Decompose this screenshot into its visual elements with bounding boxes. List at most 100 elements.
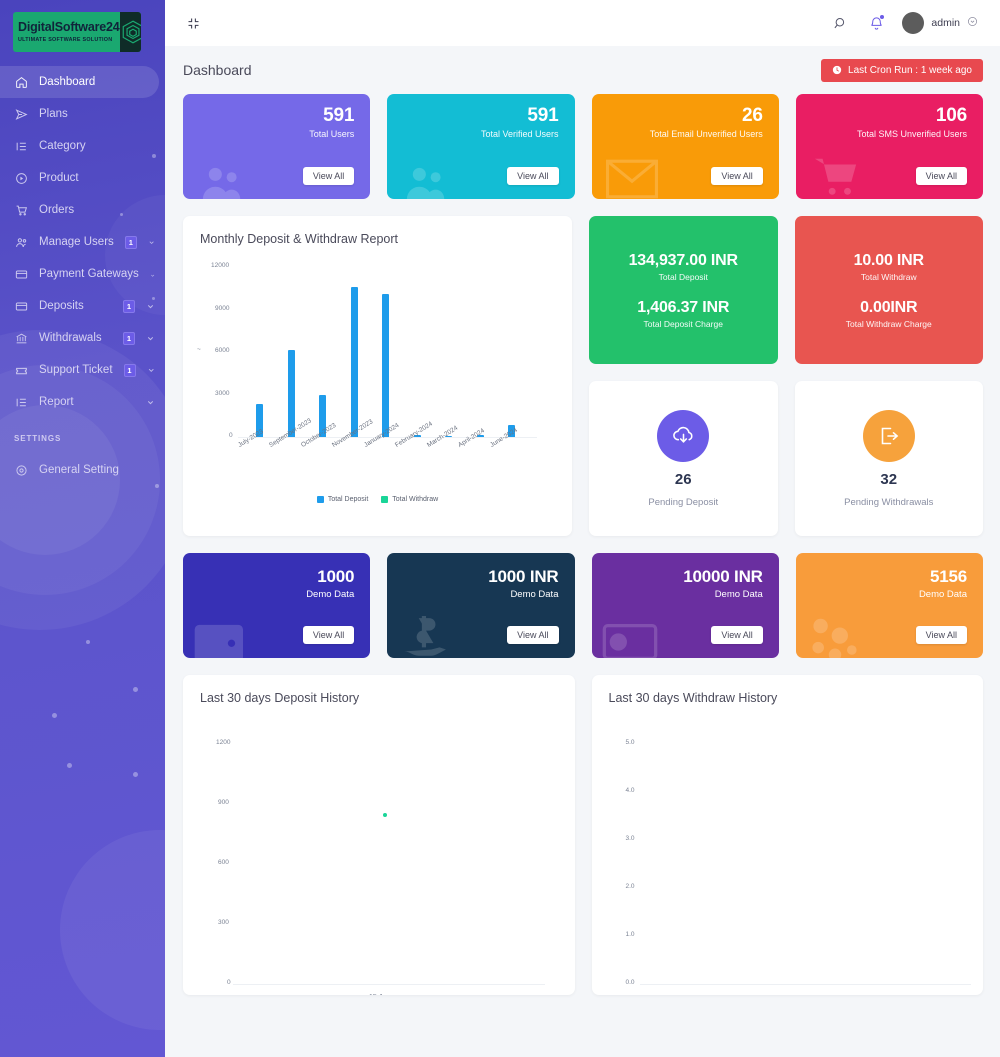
chevron-down-icon[interactable] <box>150 270 155 279</box>
view-all-button[interactable]: View All <box>915 626 967 644</box>
total-deposit-block: 134,937.00 INR Total Deposit <box>629 252 738 282</box>
sidebar-item-deposits[interactable]: Deposits 1 <box>0 290 165 322</box>
bar-february-2024[interactable] <box>414 434 421 437</box>
sidebar-item-label: Support Ticket <box>39 364 113 376</box>
sidebar-item-label: Manage Users <box>39 236 114 248</box>
bell-icon[interactable] <box>866 13 886 33</box>
chart-and-summary-row: Monthly Deposit & Withdraw Report 12000 … <box>183 216 983 536</box>
stat-card-sms-unverified[interactable]: 106 Total SMS Unverified Users View All <box>795 94 983 199</box>
y-tick-label: 0 <box>227 979 231 986</box>
chart-legend: Total Deposit Total Withdraw <box>183 496 572 503</box>
stat-card-total-users[interactable]: 591 Total Users View All <box>183 94 371 199</box>
stat-value: 591 <box>323 105 355 126</box>
view-all-button[interactable]: View All <box>711 626 763 644</box>
topbar-actions: admin <box>830 12 978 34</box>
money-row: 134,937.00 INR Total Deposit 1,406.37 IN… <box>589 216 983 364</box>
page-title: Dashboard <box>183 62 252 78</box>
sidebar-dot <box>155 484 159 488</box>
legend-label: Total Deposit <box>327 496 369 503</box>
sidebar-item-withdrawals[interactable]: Withdrawals 1 <box>0 322 165 354</box>
brand-logo[interactable]: DigitalSoftware24 ULTIMATE SOFTWARE SOLU… <box>0 0 165 62</box>
pending-row: 26 Pending Deposit 32 Pending Withdrawal… <box>589 381 983 536</box>
view-all-button[interactable]: View All <box>507 167 559 185</box>
sidebar-item-payment-gateways[interactable]: Payment Gateways <box>0 258 165 290</box>
sidebar-item-support-ticket[interactable]: Support Ticket 1 <box>0 354 165 386</box>
sidebar-item-label: Plans <box>39 108 68 120</box>
legend-item-total-withdraw[interactable]: Total Withdraw <box>381 496 438 503</box>
view-all-button[interactable]: View All <box>711 167 763 185</box>
cart-icon <box>14 203 28 217</box>
chevron-down-icon[interactable] <box>147 366 155 375</box>
bar-march-2024[interactable] <box>445 435 452 437</box>
profile-menu[interactable]: admin <box>902 12 978 34</box>
demo-card-1[interactable]: 1000 Demo Data View All <box>183 553 371 658</box>
sidebar-decoration <box>60 830 165 1030</box>
money-value: 1,406.37 INR <box>637 298 730 316</box>
sidebar-item-plans[interactable]: Plans <box>0 98 165 130</box>
sidebar-item-orders[interactable]: Orders <box>0 194 165 226</box>
bar-october-2023[interactable] <box>319 395 326 437</box>
list-icon <box>14 139 28 153</box>
bar-september-2023[interactable] <box>288 350 295 437</box>
list-icon <box>14 395 28 409</box>
y-tick-label: 300 <box>218 919 229 926</box>
search-icon[interactable] <box>830 13 850 33</box>
view-all-button[interactable]: View All <box>507 626 559 644</box>
bar-january-2024[interactable] <box>382 294 389 437</box>
y-axis-title: ~ <box>197 346 201 353</box>
view-all-button[interactable]: View All <box>915 167 967 185</box>
compress-icon[interactable] <box>182 12 204 34</box>
home-icon <box>14 75 28 89</box>
money-value: 134,937.00 INR <box>628 251 738 269</box>
pending-value: 26 <box>674 470 692 488</box>
stat-card-email-unverified[interactable]: 26 Total Email Unverified Users View All <box>591 94 779 199</box>
sidebar-item-general-setting[interactable]: General Setting <box>0 454 165 486</box>
demo-card-3[interactable]: 10000 INR Demo Data View All <box>591 553 779 658</box>
money-label: Total Deposit Charge <box>643 318 723 329</box>
stat-label: Total Users <box>309 128 355 139</box>
main-area: admin Dashboard Last Cron Run : 1 week a… <box>165 0 1000 1057</box>
view-all-button[interactable]: View All <box>302 626 355 644</box>
demo-label: Demo Data <box>714 589 763 600</box>
y-tick-label: 5.0 <box>625 739 635 746</box>
demo-card-4[interactable]: 5156 Demo Data View All <box>795 553 983 658</box>
demo-card-2[interactable]: 1000 INR Demo Data View All <box>387 553 575 658</box>
pending-value: 32 <box>880 470 898 488</box>
sidebar-item-product[interactable]: Product <box>0 162 165 194</box>
sidebar-item-category[interactable]: Category <box>0 130 165 162</box>
pending-withdrawals-card[interactable]: 32 Pending Withdrawals <box>794 381 983 536</box>
ticket-icon <box>14 363 28 377</box>
sidebar-badge: 1 <box>123 331 135 345</box>
y-tick-label: 1.0 <box>625 931 635 938</box>
chevron-down-icon[interactable] <box>146 334 155 343</box>
bar-november-2023[interactable] <box>351 286 358 437</box>
bar-april-2024[interactable] <box>477 435 484 437</box>
sidebar-nav: Dashboard Plans Category P <box>0 66 165 418</box>
y-tick-label: 2.0 <box>625 883 635 890</box>
view-all-button[interactable]: View All <box>302 167 355 185</box>
cart-icon <box>814 158 856 195</box>
bar-july-2023[interactable] <box>256 404 263 437</box>
withdraw-history-chart: 5.0 4.0 3.0 2.0 1.0 0.0 <box>592 713 984 986</box>
chevron-down-circle-icon[interactable] <box>967 14 978 32</box>
total-deposit-card: 134,937.00 INR Total Deposit 1,406.37 IN… <box>589 216 778 364</box>
topbar: admin <box>165 0 1000 46</box>
chevron-down-icon[interactable] <box>146 398 155 407</box>
sidebar-item-dashboard[interactable]: Dashboard <box>0 66 159 98</box>
y-tick-label: 1200 <box>216 739 231 746</box>
card-title: Last 30 days Deposit History <box>200 691 360 705</box>
stat-card-verified-users[interactable]: 591 Total Verified Users View All <box>387 94 575 199</box>
chevron-down-icon[interactable] <box>148 238 155 247</box>
bar-june-2024[interactable] <box>508 424 515 437</box>
legend-item-total-deposit[interactable]: Total Deposit <box>316 496 369 503</box>
status-badge[interactable]: Last Cron Run : 1 week ago <box>821 58 983 82</box>
y-tick-label: 600 <box>218 859 229 866</box>
data-point[interactable] <box>383 813 387 817</box>
sidebar-item-manage-users[interactable]: Manage Users 1 <box>0 226 165 258</box>
pending-deposit-card[interactable]: 26 Pending Deposit <box>589 381 778 536</box>
sidebar-item-report[interactable]: Report <box>0 386 165 418</box>
bubbles-icon <box>812 618 857 658</box>
x-axis-line <box>233 984 545 985</box>
chevron-down-icon[interactable] <box>146 302 155 311</box>
